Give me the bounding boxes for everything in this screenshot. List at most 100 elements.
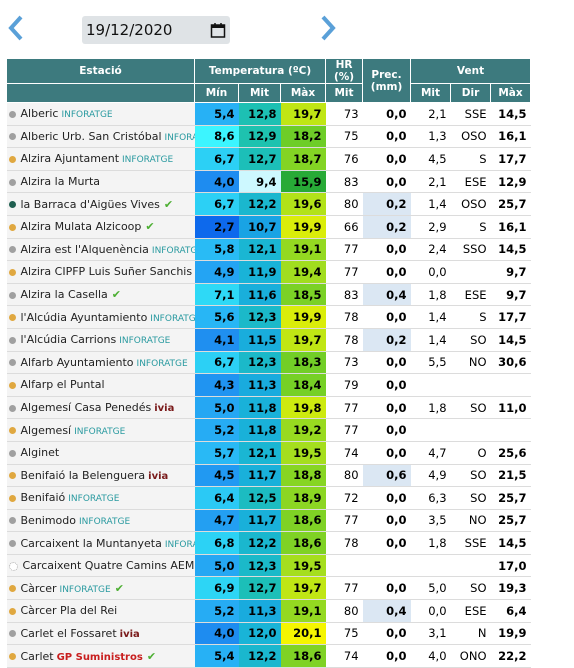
station-row: l'Alcúdia AyuntamientoINFORATGE5,612,319…: [6, 305, 531, 329]
value-cell: 80: [325, 192, 363, 216]
value-cell: 18,5: [280, 283, 326, 307]
station-name: Alzira Mulata Alzicoop: [20, 220, 142, 234]
value-cell: 6,4: [490, 599, 531, 623]
value-cell: 4,1: [194, 328, 239, 352]
value-cell: 17,7: [490, 147, 531, 171]
source-tag: ivia: [154, 403, 175, 415]
verified-check: ✔: [111, 288, 121, 302]
station-cell: la Barraca d'Aigües Vives ✔: [6, 192, 195, 216]
value-cell: 12,2: [238, 192, 281, 216]
calendar-icon[interactable]: [210, 22, 226, 38]
source-tag: ivia: [148, 470, 169, 482]
subheader: Mit: [410, 83, 452, 103]
next-day[interactable]: [318, 14, 338, 42]
value-cell: 83: [325, 283, 363, 307]
value-cell: ONO: [450, 644, 491, 668]
value-cell: 80: [325, 599, 363, 623]
station-cell: Alzira est l'AlquenènciaINFORATGE: [6, 238, 195, 262]
value-cell: 18,8: [280, 464, 326, 488]
value-cell: 6,3: [410, 486, 451, 510]
station-row: Alberic INFORATGE 5,4 12,8 19,7 73 0,0 2,1 SSE 14…: [6, 102, 531, 126]
station-cell: Alzira la Murta: [6, 170, 195, 194]
value-cell: 2,1: [410, 170, 451, 194]
station-name: Càrcer Pla del Rei: [20, 604, 118, 618]
station-row: Alzira la Casella ✔ 7,1 11,6 18,5 83 0,4 1,8 ESE…: [6, 283, 531, 307]
value-cell: 77: [325, 418, 363, 442]
status-dot: [8, 494, 16, 502]
station-name: Carlet el Fossaret: [20, 626, 117, 640]
station-name: Alginet: [20, 446, 60, 460]
value-cell: 12,9: [238, 125, 281, 149]
station-name: Alberic Urb. San Cristóbal: [20, 129, 162, 143]
station-name: Alzira la Murta: [20, 175, 101, 189]
value-cell: 17,0: [490, 554, 531, 578]
value-cell: 11,6: [238, 283, 281, 307]
value-cell: 4,7: [410, 441, 451, 465]
station-name: Alzira CIPFP Luis Suñer Sanchis: [20, 265, 193, 279]
value-cell: 12,1: [238, 441, 281, 465]
verified-check: ✔: [146, 649, 157, 663]
value-cell: 0,0: [362, 418, 411, 442]
value-cell: 5,0: [194, 554, 239, 578]
date-field[interactable]: 19/12/2020: [82, 16, 230, 44]
value-cell: 16,1: [490, 215, 531, 239]
value-cell: 0,0: [362, 125, 411, 149]
value-cell: [410, 373, 451, 397]
value-cell: OSO: [450, 125, 491, 149]
value-cell: 80: [325, 464, 363, 488]
status-dot: [8, 449, 16, 457]
value-cell: 0,0: [362, 260, 411, 284]
station-row: Càrcer Pla del Rei 5,2 11,3 19,1 80 0,4 0,0 ESE…: [6, 599, 531, 623]
value-cell: 0,0: [362, 147, 411, 171]
value-cell: 4,3: [194, 373, 239, 397]
value-cell: 4,5: [410, 147, 451, 171]
station-row: Alfarb Ayuntamiento INFORATGE 6,7 12,3 18,3 7…: [6, 351, 531, 375]
value-cell: 76: [325, 147, 363, 171]
value-cell: 5,2: [194, 418, 239, 442]
value-cell: 4,5: [194, 464, 239, 488]
source-tag: INFORATGE: [61, 110, 113, 121]
value-cell: SO: [450, 464, 491, 488]
value-cell: 2,1: [410, 102, 451, 126]
value-cell: 78: [325, 531, 363, 555]
station-cell: Carlet el Fossaret ivia: [6, 622, 195, 646]
station-cell: Càrcer INFORATGE ✔: [6, 576, 195, 601]
station-row: Alfarp el Puntal 4,3 11,3 18,4 79 0,0: [6, 373, 531, 397]
value-cell: S: [450, 215, 491, 239]
value-cell: SSO: [450, 238, 491, 262]
value-cell: 0,0: [362, 305, 411, 329]
value-cell: 12,1: [238, 238, 281, 262]
value-cell: 1,4: [410, 192, 451, 216]
value-cell: 21,5: [490, 464, 531, 488]
station-row: Carcaixent Quatre Camins AEMET 5,0 12,3 19,…: [6, 554, 531, 578]
value-cell: 4,0: [410, 644, 451, 668]
source-tag: INFORATGE: [68, 494, 120, 505]
status-dot: [8, 223, 16, 231]
value-cell: 14,5: [490, 238, 531, 262]
value-cell: 73: [325, 351, 363, 375]
station-name: Carcaixent la Muntanyeta: [20, 536, 162, 550]
station-row: Alzira la Murta 4,0 9,4 15,9 83 0,0 2,1 ESE 12,9: [6, 170, 531, 194]
station-row: la Barraca d'Aigües Vives ✔ 6,7 12,2 19,6 80 0…: [6, 192, 531, 216]
station-row: Benimodo INFORATGE 4,7 11,7 18,6 77 0,0 3,5 NO 25…: [6, 509, 531, 533]
value-cell: 19,7: [280, 328, 326, 352]
status-dot: [8, 314, 16, 322]
station-name: Benimodo: [20, 513, 77, 527]
value-cell: 78: [325, 328, 363, 352]
station-cell: Alfarp el Puntal: [6, 373, 195, 397]
value-cell: 72: [325, 486, 363, 510]
station-name: Carlet: [20, 649, 54, 663]
temperature-header: Temperatura (ºC): [193, 58, 327, 84]
station-cell: Benifaió la Belenguera ivia: [6, 464, 195, 488]
value-cell: 18,2: [280, 125, 326, 149]
value-cell: 1,8: [410, 396, 451, 420]
station-cell: Alberic INFORATGE: [6, 102, 195, 126]
value-cell: 11,0: [490, 396, 531, 420]
prev-day[interactable]: [6, 14, 26, 42]
value-cell: 4,9: [194, 260, 239, 284]
value-cell: 11,8: [238, 396, 281, 420]
station-row: Alzira Ajuntament INFORATGE 6,7 12,7 18,7 76 0…: [6, 147, 531, 171]
value-cell: 5,2: [194, 599, 239, 623]
value-cell: SO: [450, 576, 491, 601]
